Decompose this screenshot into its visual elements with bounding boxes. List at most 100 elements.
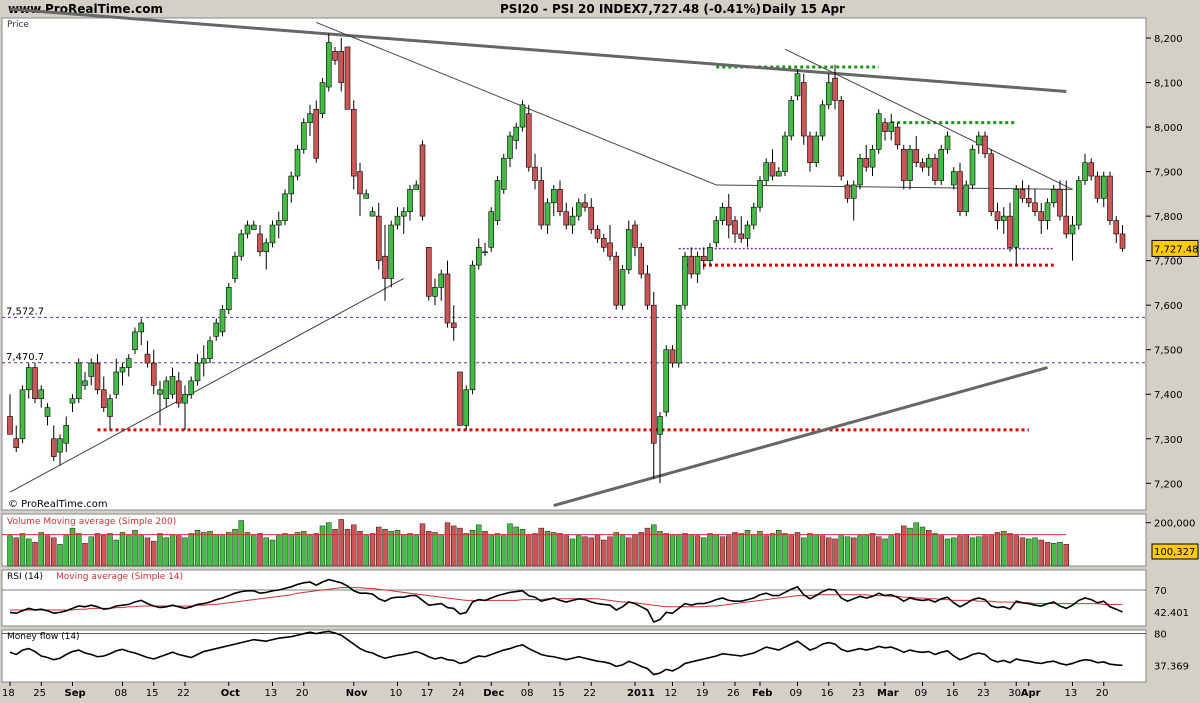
volume-bar [219, 535, 226, 567]
candle-body [1100, 175, 1107, 199]
candle-body [375, 215, 382, 261]
volume-bar [901, 525, 907, 567]
volume-bar [363, 535, 369, 567]
candle-body [900, 149, 907, 181]
rsi-ytick-label: 70 [1154, 586, 1167, 597]
candle-body [413, 184, 420, 190]
volume-bar [232, 528, 238, 567]
x-tick-label: 08 [521, 688, 534, 699]
volume-bar [732, 532, 738, 567]
volume-bar [582, 536, 588, 567]
volume-bar [526, 534, 532, 567]
candle-body [788, 100, 795, 137]
candle-body [1088, 162, 1095, 177]
candle-body [650, 304, 657, 444]
trend-line [716, 184, 1073, 190]
candle-body [438, 273, 445, 288]
candle-body [225, 287, 232, 310]
candle-body [69, 398, 76, 404]
x-tick-label: 10 [390, 688, 403, 699]
volume-bar [663, 533, 669, 567]
volume-bar [982, 535, 988, 567]
rsi-panel[interactable]: RSI (14) Moving average (Simple 14) 70 42… [1, 569, 1189, 627]
volume-bar [788, 535, 794, 567]
candle-body [732, 220, 738, 235]
volume-bar [113, 539, 119, 567]
candle-body [482, 251, 488, 254]
volume-bar [469, 530, 476, 567]
volume-bar [344, 528, 351, 567]
candle-body [244, 224, 251, 235]
candle-body [1063, 215, 1070, 235]
candle-body [350, 108, 357, 177]
money-flow-panel[interactable]: Money flow (14) 80 37.369 [1, 629, 1189, 683]
volume-bar [182, 537, 188, 567]
candle-body [688, 255, 695, 275]
volume-bar [51, 537, 57, 567]
x-tick-label: 25 [33, 688, 46, 699]
candle-body [38, 389, 45, 399]
money-flow-line [9, 630, 1123, 676]
x-tick-label: 17 [421, 688, 434, 699]
candle-body [175, 380, 182, 404]
candle-body [282, 193, 288, 221]
candle-body [1082, 162, 1088, 181]
candle-body [500, 157, 507, 190]
volume-bar [357, 531, 363, 567]
candle-body [850, 184, 857, 199]
volume-bar [851, 537, 857, 567]
volume-bar [813, 534, 819, 567]
volume-bar [819, 535, 826, 567]
volume-bar [207, 531, 213, 567]
price-ytick-label: 7,300 [1154, 435, 1183, 446]
volume-bar [382, 528, 388, 567]
candle-body [488, 211, 495, 248]
last-price-label: 7,727.48 [1154, 244, 1199, 255]
price-panel[interactable]: Price © ProRealTime.com 7,572.7 7,470.7 7… [1, 7, 1199, 511]
candle-body [813, 135, 820, 164]
volume-bar [913, 522, 919, 567]
x-tick-label: 20 [1096, 688, 1109, 699]
candle-body [163, 380, 170, 399]
candle-body [938, 149, 945, 181]
candle-body [125, 358, 132, 368]
candle-body [944, 135, 951, 150]
volume-bar [632, 534, 638, 567]
candle-body [257, 233, 263, 253]
candle-body [57, 438, 63, 453]
candle-body [450, 322, 457, 328]
volume-bar [101, 534, 107, 567]
money-flow-plot-area [1, 629, 1147, 683]
candle-body [719, 206, 726, 221]
candle-body [963, 184, 970, 212]
candle-body [363, 193, 370, 199]
volume-bar [726, 535, 732, 567]
volume-bar [507, 523, 513, 567]
volume-bar [144, 537, 151, 567]
candle-body [825, 82, 832, 106]
candle-body [532, 166, 538, 181]
volume-panel[interactable]: Volume Moving average (Simple 200) 200,0… [1, 513, 1199, 567]
x-tick-label: 22 [583, 688, 596, 699]
volume-bar [532, 533, 538, 567]
volume-bar [213, 534, 219, 567]
volume-bar [201, 532, 207, 567]
candle-body [319, 82, 326, 115]
volume-bar [1032, 537, 1038, 567]
volume-bar [301, 531, 307, 567]
x-tick-label: Apr [1021, 688, 1041, 699]
volume-bar [7, 535, 13, 567]
volume-bar [388, 531, 394, 567]
volume-bar [976, 536, 982, 567]
candle-body [925, 157, 932, 168]
candle-body [682, 255, 688, 306]
x-tick-label: 18 [2, 688, 15, 699]
candle-body [1013, 189, 1020, 248]
candle-body [238, 233, 245, 257]
candle-body [644, 273, 651, 306]
x-tick-label: 16 [946, 688, 959, 699]
volume-bar [719, 536, 726, 567]
candle-body [382, 255, 388, 279]
volume-bar [176, 535, 182, 567]
volume-bar [438, 535, 444, 567]
